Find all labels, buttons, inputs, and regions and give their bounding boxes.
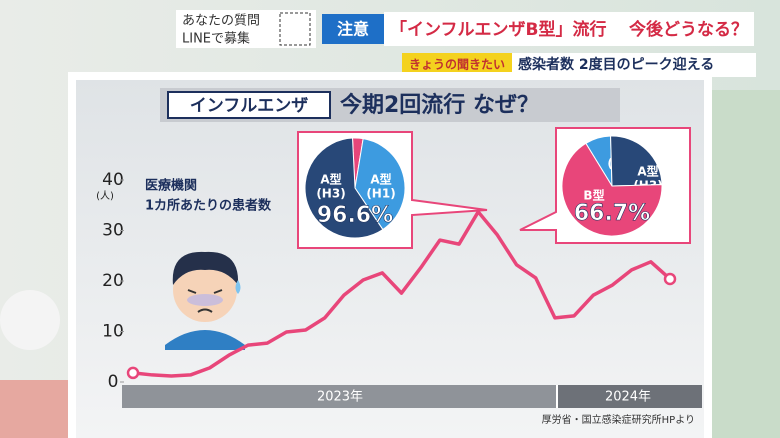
y-tick-label: 20 [102, 271, 124, 291]
pie-slice [354, 138, 406, 231]
question-headline: 今後どうなる？ [629, 19, 748, 40]
table [0, 380, 70, 438]
pie-percent: 66.7% [574, 201, 650, 226]
pie-label: B型 [583, 188, 604, 203]
question: LINEで募集 [182, 31, 250, 47]
pie-label: A型 [370, 172, 391, 187]
end-point [663, 272, 677, 286]
end-point [126, 366, 140, 380]
tag-box [322, 14, 384, 44]
tag: 注意 [337, 20, 369, 39]
sick-person-illustration [165, 251, 245, 350]
subheadline: 感染者数 2度目のピーク迎える [518, 56, 714, 73]
pie-label: A型 [637, 164, 658, 179]
source: 厚労省・国立感染症研究所HPより [542, 413, 695, 426]
pie-label: (H3) [316, 187, 345, 201]
y-tick-label: 10 [102, 322, 124, 342]
title-box [167, 91, 331, 119]
y-tick-label: 0 [108, 372, 119, 392]
pie-slice [561, 142, 663, 237]
corner: きょうの聞きたい [409, 58, 505, 72]
pie-slice [610, 135, 663, 187]
pie-percent: 96.6% [317, 203, 393, 228]
x-period-label: 2024年 [605, 390, 651, 405]
y-tick-label: 30 [102, 221, 124, 241]
title-box-text: インフルエンザ [190, 96, 309, 116]
headline: 「インフルエンザB型」流行 [390, 19, 606, 40]
y-tick-label: 40 [102, 170, 124, 190]
data-line [132, 210, 672, 378]
pie-label: (H1) [366, 187, 395, 201]
qr-code [279, 12, 311, 46]
flowers [0, 290, 60, 350]
x-band [557, 385, 702, 408]
y-unit: (人) [96, 190, 114, 202]
pie-label: A型 [320, 172, 341, 187]
x-period-label: 2023年 [317, 390, 363, 405]
studio-wall [712, 90, 780, 438]
annotation: 医療機関 [145, 178, 197, 194]
headline-box [384, 12, 754, 46]
chart-title: 今期2回流行 なぜ？ [340, 92, 539, 118]
question: あなたの質問 [182, 14, 260, 29]
annotation: 1カ所あたりの患者数 [145, 198, 272, 214]
pie-slice [304, 137, 384, 239]
